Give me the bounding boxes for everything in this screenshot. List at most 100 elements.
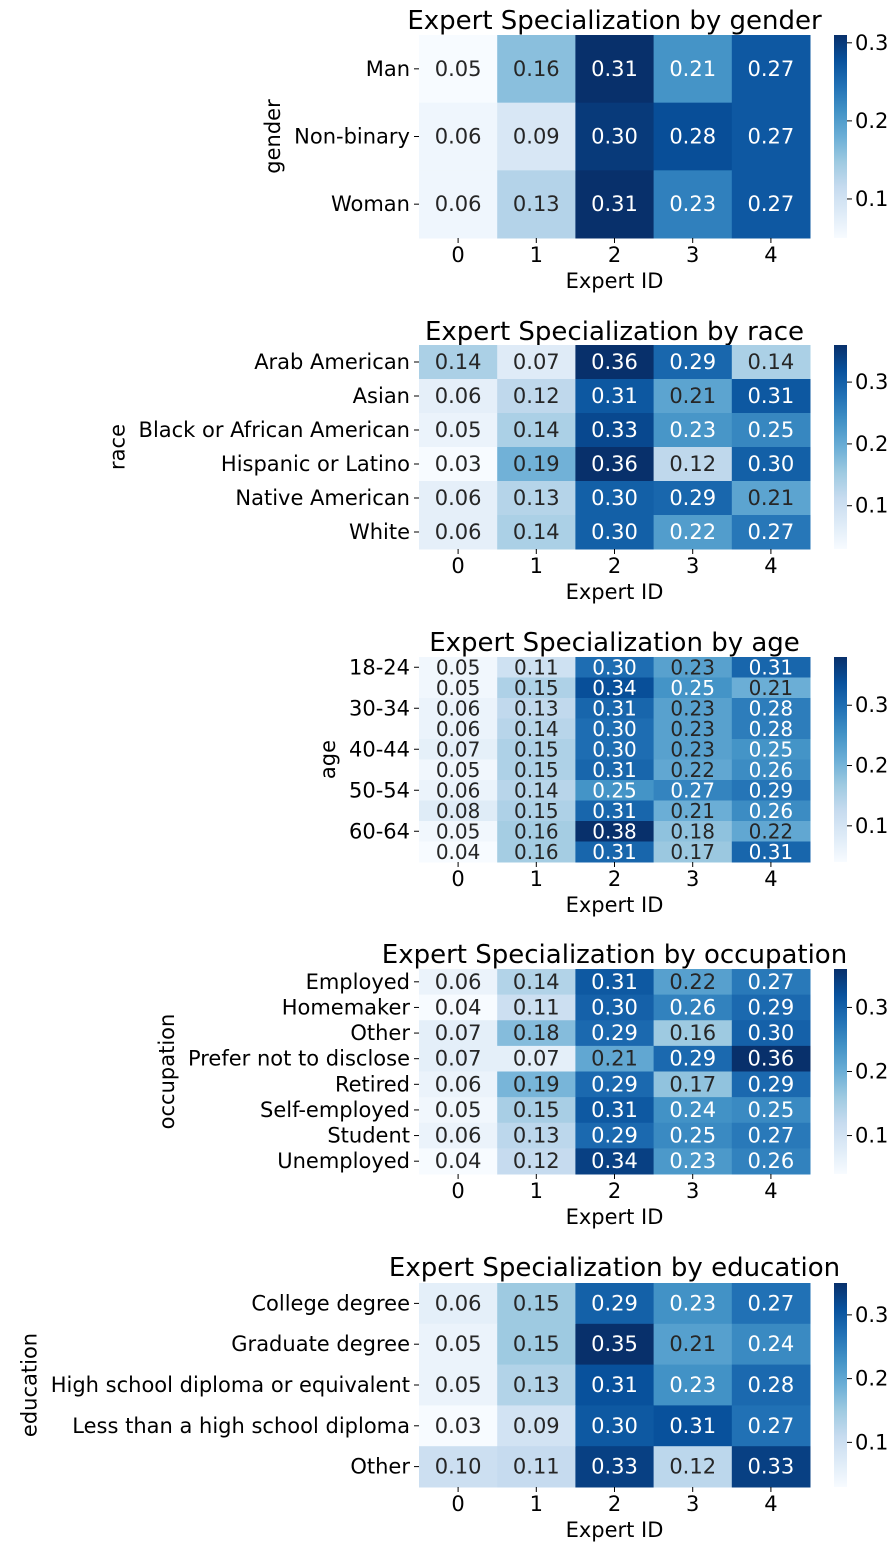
heatmap-cell bbox=[575, 1323, 655, 1366]
cell-value-label: 0.26 bbox=[749, 758, 794, 782]
cell-value-label: 0.10 bbox=[435, 1455, 482, 1479]
cell-value-label: 0.25 bbox=[749, 737, 794, 761]
y-tick-label: Other bbox=[350, 1021, 410, 1045]
heatmap-cell bbox=[575, 698, 655, 719]
cell-value-label: 0.31 bbox=[592, 758, 637, 782]
cell-value-label: 0.14 bbox=[514, 717, 559, 741]
x-tick-label: 4 bbox=[764, 867, 777, 891]
heatmap-cell bbox=[497, 1071, 576, 1098]
heatmap-cell bbox=[653, 1097, 733, 1124]
cell-value-label: 0.25 bbox=[670, 676, 715, 700]
cell-value-label: 0.07 bbox=[436, 737, 481, 761]
y-axis-label: occupation bbox=[155, 1014, 179, 1130]
cell-value-label: 0.23 bbox=[669, 1373, 716, 1397]
heatmap-cell bbox=[731, 1405, 811, 1447]
heatmap-cell bbox=[653, 1020, 733, 1047]
x-tick-label: 1 bbox=[530, 243, 543, 267]
x-tick-label: 4 bbox=[764, 243, 777, 267]
y-tick-label: Woman bbox=[331, 192, 410, 216]
colorbar-tick-label: 0.1 bbox=[855, 187, 888, 211]
colorbar bbox=[834, 657, 847, 862]
y-tick-label: College degree bbox=[251, 1291, 410, 1315]
heatmap-cell bbox=[653, 994, 733, 1021]
heatmap-cell bbox=[419, 759, 498, 781]
heatmap-cell bbox=[575, 345, 655, 380]
heatmap-cell bbox=[731, 1071, 811, 1098]
heatmap-cell bbox=[497, 1283, 576, 1325]
cell-value-label: 0.06 bbox=[435, 125, 482, 149]
cell-value-label: 0.21 bbox=[749, 676, 794, 700]
cell-value-label: 0.13 bbox=[513, 1124, 560, 1148]
cell-value-label: 0.27 bbox=[748, 57, 795, 81]
cell-value-label: 0.36 bbox=[591, 452, 638, 476]
heatmap-cell bbox=[497, 1148, 576, 1175]
colorbar-tick-label: 0.2 bbox=[855, 754, 888, 778]
colorbar-tick-label: 0.2 bbox=[855, 432, 888, 456]
heatmap-cell bbox=[653, 102, 733, 171]
heatmap-cell bbox=[575, 1045, 655, 1072]
cell-value-label: 0.16 bbox=[513, 57, 560, 81]
x-tick-label: 1 bbox=[530, 554, 543, 578]
cell-value-label: 0.28 bbox=[749, 717, 794, 741]
heatmap-cell bbox=[731, 102, 811, 171]
heatmap-cell bbox=[419, 481, 498, 516]
x-tick-label: 4 bbox=[764, 554, 777, 578]
heatmap-cell bbox=[575, 780, 655, 801]
y-tick-label: Hispanic or Latino bbox=[221, 452, 410, 476]
heatmap-cell bbox=[575, 35, 655, 104]
cell-value-label: 0.28 bbox=[749, 696, 794, 720]
cell-value-label: 0.17 bbox=[669, 1072, 716, 1096]
y-tick-label: Other bbox=[350, 1455, 410, 1479]
heatmap-cell bbox=[653, 345, 733, 380]
heatmap-cell bbox=[575, 413, 655, 448]
x-axis-label: Expert ID bbox=[566, 893, 664, 917]
cell-value-label: 0.30 bbox=[592, 737, 637, 761]
cell-value-label: 0.31 bbox=[592, 799, 637, 823]
heatmap-cell bbox=[653, 1323, 733, 1366]
y-axis-label: gender bbox=[261, 99, 285, 174]
heatmap-cell bbox=[653, 698, 733, 719]
x-tick-label: 3 bbox=[686, 243, 699, 267]
cell-value-label: 0.15 bbox=[514, 799, 559, 823]
heatmap-cell bbox=[653, 969, 733, 996]
heatmap-cell bbox=[419, 1283, 498, 1325]
cell-value-label: 0.30 bbox=[591, 1414, 638, 1438]
colorbar-tick-label: 0.1 bbox=[855, 1430, 888, 1454]
cell-value-label: 0.06 bbox=[435, 1291, 482, 1315]
heatmap-cell bbox=[575, 739, 655, 760]
x-tick-label: 3 bbox=[686, 1179, 699, 1203]
cell-value-label: 0.29 bbox=[748, 995, 795, 1019]
y-tick-label: White bbox=[349, 520, 410, 544]
y-tick-label: Man bbox=[366, 57, 410, 81]
cell-value-label: 0.28 bbox=[748, 1373, 795, 1397]
y-tick-label: Self-employed bbox=[260, 1098, 410, 1122]
x-tick-label: 1 bbox=[530, 1179, 543, 1203]
cell-value-label: 0.08 bbox=[436, 799, 481, 823]
colorbar bbox=[834, 35, 847, 238]
cell-value-label: 0.05 bbox=[436, 676, 481, 700]
heatmap-cell bbox=[731, 1122, 811, 1149]
cell-value-label: 0.21 bbox=[669, 57, 716, 81]
cell-value-label: 0.12 bbox=[513, 384, 560, 408]
heatmap-cell bbox=[731, 1283, 811, 1325]
heatmap-gender: Expert Specialization by gender 0.05 0.16 0… bbox=[261, 6, 888, 293]
cell-value-label: 0.15 bbox=[513, 1291, 560, 1315]
heatmap-cell bbox=[731, 718, 811, 740]
x-tick-label: 0 bbox=[451, 1179, 464, 1203]
heatmap-cell bbox=[575, 170, 655, 239]
heatmap-cell bbox=[731, 677, 811, 699]
heatmap-cell bbox=[653, 677, 733, 699]
cell-value-label: 0.13 bbox=[514, 696, 559, 720]
heatmap-cell bbox=[419, 1148, 498, 1175]
heatmap-cell bbox=[497, 677, 576, 699]
cell-value-label: 0.23 bbox=[670, 696, 715, 720]
heatmap-cell bbox=[497, 1446, 576, 1488]
x-axis-label: Expert ID bbox=[566, 269, 664, 293]
x-tick-label: 0 bbox=[451, 243, 464, 267]
heatmap-cell bbox=[575, 969, 655, 996]
heatmap-cell bbox=[419, 1364, 498, 1406]
colorbar-tick-label: 0.1 bbox=[855, 494, 888, 518]
heatmap-cell bbox=[731, 1364, 811, 1406]
heatmap-cell bbox=[731, 1323, 811, 1366]
